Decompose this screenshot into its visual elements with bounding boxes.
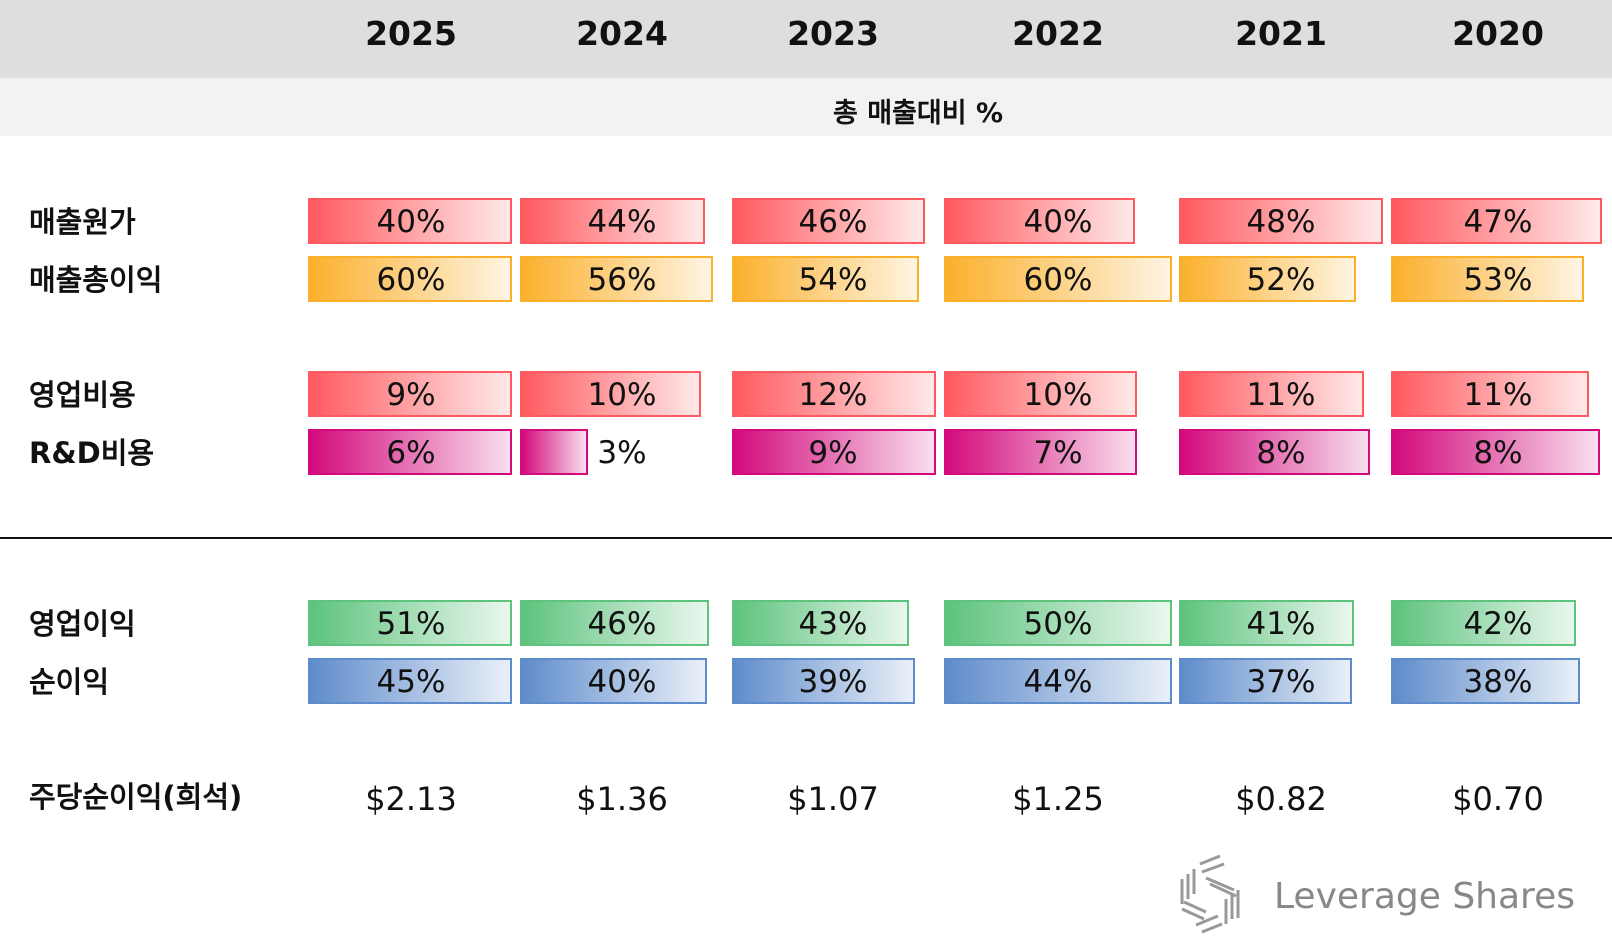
gross-profit-bar [1179, 256, 1356, 302]
rd-expense-label: R&D비용 [29, 436, 155, 470]
operating-expense-bar [520, 371, 701, 417]
gross-profit-bar [520, 256, 713, 302]
subtitle: 총 매출대비 % [832, 98, 1004, 129]
operating-expense-bar [1391, 371, 1589, 417]
gross-profit-label: 매출총이익 [29, 263, 163, 297]
gross-profit-value: 60% [376, 262, 446, 298]
year-2025: 2025 [365, 14, 457, 53]
eps-value: $2.13 [365, 780, 457, 818]
rd-expense-value: 6% [386, 435, 436, 471]
cost-of-revenue-bar [520, 198, 705, 244]
eps-value: $1.36 [576, 780, 668, 818]
gross-profit-value: 54% [798, 262, 868, 298]
rd-expense-value: 9% [808, 435, 858, 471]
rd-expense-bar [308, 429, 512, 475]
operating-expense-value: 10% [587, 377, 657, 413]
divider [0, 537, 1612, 539]
operating-income-bar [308, 600, 512, 646]
operating-income-bar [520, 600, 709, 646]
net-income-bar [944, 658, 1172, 704]
cost-of-revenue-value: 48% [1246, 204, 1316, 240]
gross-profit-value: 56% [587, 262, 657, 298]
eps-value: $0.82 [1235, 780, 1327, 818]
operating-income-bar [1179, 600, 1354, 646]
year-2020: 2020 [1452, 14, 1544, 53]
operating-income-label: 영업이익 [29, 607, 136, 641]
cost-of-revenue-value: 40% [376, 204, 446, 240]
eps-label: 주당순이익(희석) [29, 780, 243, 814]
cost-of-revenue-bar [308, 198, 512, 244]
rd-expense-value: 8% [1473, 435, 1523, 471]
operating-income-bar [732, 600, 909, 646]
net-income-bar [1179, 658, 1352, 704]
cost-of-revenue-label: 매출원가 [29, 205, 136, 239]
operating-expense-value: 12% [798, 377, 868, 413]
operating-expense-label: 영업비용 [29, 378, 136, 412]
eps-value: $1.25 [1012, 780, 1104, 818]
gross-profit-value: 52% [1246, 262, 1316, 298]
operating-expense-value: 10% [1023, 377, 1093, 413]
cost-of-revenue-value: 44% [587, 204, 657, 240]
year-header [0, 0, 1612, 78]
operating-income-value: 50% [1023, 606, 1093, 642]
operating-income-value: 41% [1246, 606, 1316, 642]
operating-expense-bar [308, 371, 512, 417]
rd-expense-value: 3% [597, 435, 647, 471]
operating-income-value: 42% [1463, 606, 1533, 642]
operating-income-value: 51% [376, 606, 446, 642]
year-2021: 2021 [1235, 14, 1327, 53]
year-2024: 2024 [576, 14, 668, 53]
cost-of-revenue-value: 46% [798, 204, 868, 240]
cost-of-revenue-bar [732, 198, 925, 244]
cost-of-revenue-bar [1179, 198, 1383, 244]
net-income-value: 37% [1246, 664, 1316, 700]
operating-income-value: 43% [798, 606, 868, 642]
year-2023: 2023 [787, 14, 879, 53]
net-income-value: 38% [1463, 664, 1533, 700]
net-income-value: 45% [376, 664, 446, 700]
cost-of-revenue-value: 40% [1023, 204, 1093, 240]
operating-expense-value: 9% [386, 377, 436, 413]
net-income-value: 39% [798, 664, 868, 700]
operating-income-bar [944, 600, 1172, 646]
cost-of-revenue-bar [1391, 198, 1602, 244]
leverage-shares-logo-icon [1180, 854, 1240, 934]
cost-of-revenue-value: 47% [1463, 204, 1533, 240]
operating-income-bar [1391, 600, 1576, 646]
gross-profit-value: 60% [1023, 262, 1093, 298]
gross-profit-bar [1391, 256, 1584, 302]
cost-of-revenue-bar [944, 198, 1135, 244]
rd-expense-value: 8% [1256, 435, 1306, 471]
rd-expense-bar [732, 429, 936, 475]
brand-name: Leverage Shares [1274, 876, 1575, 917]
eps-value: $0.70 [1452, 780, 1544, 818]
net-income-bar [732, 658, 915, 704]
operating-expense-value: 11% [1463, 377, 1533, 413]
operating-income-value: 46% [587, 606, 657, 642]
rd-expense-bar [1391, 429, 1600, 475]
net-income-bar [308, 658, 512, 704]
rd-expense-bar [1179, 429, 1370, 475]
operating-expense-value: 11% [1246, 377, 1316, 413]
gross-profit-bar [308, 256, 512, 302]
gross-profit-bar [944, 256, 1172, 302]
operating-expense-bar [1179, 371, 1364, 417]
eps-value: $1.07 [787, 780, 879, 818]
net-income-value: 40% [587, 664, 657, 700]
operating-expense-bar [732, 371, 936, 417]
operating-expense-bar [944, 371, 1137, 417]
year-2022: 2022 [1012, 14, 1104, 53]
gross-profit-value: 53% [1463, 262, 1533, 298]
rd-expense-bar [944, 429, 1137, 475]
rd-expense-bar [520, 429, 588, 475]
subtitle-band: 총 매출대비 % [0, 78, 1612, 136]
gross-profit-bar [732, 256, 919, 302]
net-income-label: 순이익 [29, 665, 110, 699]
rd-expense-value: 7% [1033, 435, 1083, 471]
net-income-value: 44% [1023, 664, 1093, 700]
net-income-bar [1391, 658, 1580, 704]
net-income-bar [520, 658, 707, 704]
